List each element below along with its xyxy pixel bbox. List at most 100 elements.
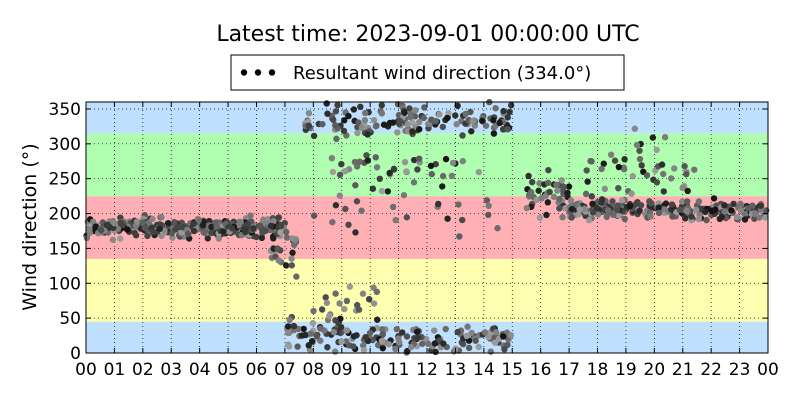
data-point [444,114,451,122]
data-point [730,200,737,208]
data-point [190,220,197,228]
data-point [390,166,398,173]
data-point [431,327,438,334]
data-point [386,169,393,177]
data-point [403,333,411,340]
x-tick-label: 00 [757,360,779,380]
data-point [419,340,426,347]
data-point [589,200,596,208]
data-point [506,108,513,116]
data-point [360,346,368,354]
data-point [504,126,511,133]
data-point [343,327,351,334]
data-point [190,227,198,235]
data-point [310,132,318,140]
data-point [283,228,290,236]
data-point [392,216,399,224]
data-point [393,325,401,333]
data-point [401,158,409,166]
data-point [333,135,340,143]
data-point [285,343,293,350]
y-tick-label: 300 [49,135,81,155]
data-point [560,183,567,191]
data-point [528,178,536,186]
data-point [445,110,452,117]
data-point [628,190,635,197]
data-point [455,201,462,208]
data-point [199,221,207,229]
data-point [585,216,593,224]
data-point [669,213,676,220]
data-point [638,162,645,169]
data-point [289,235,296,242]
data-point [439,123,447,131]
data-point [343,297,351,305]
data-point [288,262,296,269]
data-point [220,228,227,235]
data-point [97,227,105,234]
data-point [336,171,344,179]
data-point [364,157,372,164]
data-point [636,155,644,163]
data-point [492,329,500,336]
data-point [396,117,403,124]
data-point [284,323,292,330]
data-point [544,199,552,206]
data-point [330,329,338,336]
data-point [439,183,446,190]
x-tick-label: 01 [104,360,126,380]
data-point [594,211,602,218]
data-point [440,340,447,347]
data-point [352,182,359,189]
data-point [621,215,628,223]
data-point [556,195,563,203]
data-point [131,229,138,236]
y-tick-label: 350 [49,100,81,120]
data-point [703,216,710,224]
data-point [483,197,491,204]
data-point [559,213,566,221]
data-point [444,215,451,222]
data-point [228,225,236,232]
data-point [544,179,552,187]
data-point [458,216,466,224]
data-point [374,341,382,349]
data-point [660,188,667,195]
data-point [500,107,507,115]
data-point [267,222,275,230]
data-point [432,348,439,356]
data-point [485,333,492,341]
data-point [684,187,691,195]
data-point [431,340,439,347]
data-point [565,183,573,190]
data-point [688,213,695,220]
data-point [536,214,544,222]
data-point [629,172,636,180]
data-point [416,126,423,133]
data-point [307,330,315,337]
data-point [277,222,285,230]
data-point [683,171,690,178]
data-point [308,338,316,345]
data-point [319,120,326,128]
data-point [242,225,249,233]
data-point [536,179,543,187]
data-point [583,167,590,174]
x-tick-label: 09 [331,360,353,380]
data-point [345,112,352,120]
data-point [600,160,607,167]
data-point [195,216,202,224]
data-point [359,290,367,297]
x-tick-label: 06 [246,360,268,380]
data-point [394,129,401,136]
data-point [610,211,617,218]
data-point [300,325,307,333]
data-point [378,337,386,345]
y-tick-label: 200 [49,205,81,225]
data-point [208,223,215,231]
data-point [646,198,653,205]
x-tick-label: 10 [359,360,381,380]
data-point [459,157,467,165]
data-point [618,197,626,204]
data-point [389,119,397,126]
